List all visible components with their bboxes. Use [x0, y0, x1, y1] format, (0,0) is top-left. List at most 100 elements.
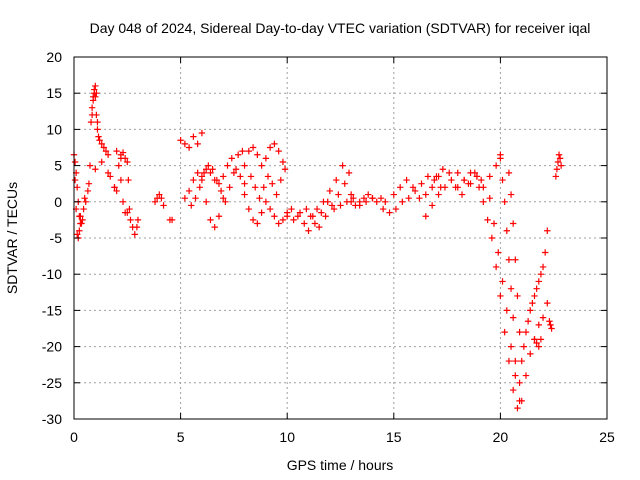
series-cluster-2h [111, 149, 132, 195]
series-band-16-19h [422, 169, 481, 220]
data-point [115, 162, 122, 169]
data-point [475, 184, 483, 191]
data-point [71, 158, 79, 166]
data-point [458, 191, 466, 198]
data-point [490, 220, 498, 227]
chart-title: Day 048 of 2024, Sidereal Day-to-day VTE… [90, 20, 591, 36]
data-point [277, 176, 285, 184]
data-point [390, 191, 397, 198]
data-point [288, 205, 295, 213]
series-mid-8-10h [247, 166, 289, 202]
data-point [220, 173, 227, 180]
data-point [537, 271, 545, 278]
data-point [507, 343, 515, 350]
data-point [230, 169, 238, 177]
data-point [303, 205, 310, 213]
data-point [507, 285, 515, 292]
data-point [555, 151, 563, 158]
data-point [418, 180, 425, 187]
data-point [92, 82, 99, 90]
data-point [290, 216, 297, 224]
data-point [249, 216, 257, 224]
data-point [492, 162, 500, 169]
data-point [356, 198, 363, 205]
data-point [294, 213, 302, 220]
data-point [514, 404, 521, 412]
series-descent-c [497, 155, 521, 412]
data-point [93, 111, 100, 119]
data-point [158, 194, 165, 202]
data-point [254, 151, 261, 158]
data-point [405, 194, 412, 202]
data-point [196, 184, 203, 191]
data-point [347, 191, 355, 198]
data-point [245, 147, 253, 155]
data-point [486, 194, 493, 202]
x-tick-label: 10 [279, 429, 295, 445]
data-point [181, 194, 189, 202]
data-point [396, 184, 404, 191]
data-point [311, 220, 319, 227]
data-point [478, 176, 485, 184]
data-point [512, 256, 519, 263]
data-point [239, 147, 246, 155]
data-point [350, 194, 357, 202]
data-point [247, 173, 255, 180]
data-point [113, 147, 120, 155]
data-point [360, 194, 368, 202]
data-point [495, 249, 502, 256]
data-point [134, 216, 142, 224]
data-point [533, 339, 540, 347]
data-point [273, 191, 280, 198]
data-point [499, 176, 506, 184]
y-tick-label: 5 [54, 158, 62, 174]
data-point [512, 357, 519, 365]
data-point [205, 162, 212, 169]
data-point [73, 184, 81, 191]
series-band-10-13h [284, 180, 355, 231]
data-point [369, 194, 376, 202]
data-point [535, 343, 542, 350]
series-track-a-early [70, 151, 86, 242]
data-point [100, 144, 108, 151]
data-point [185, 144, 193, 151]
data-point [524, 318, 532, 325]
x-axis-label: GPS time / hours [287, 457, 394, 473]
data-point [341, 180, 348, 187]
data-point [107, 173, 114, 180]
series-cluster-2h-drop [117, 176, 133, 216]
series-start-5h [177, 129, 206, 151]
y-tick-label: 15 [46, 85, 62, 101]
data-point [262, 155, 270, 162]
data-point [326, 187, 334, 195]
data-point [501, 198, 508, 205]
data-point [94, 126, 101, 133]
data-point [431, 176, 438, 184]
data-point [518, 357, 525, 365]
data-point [399, 198, 406, 205]
data-point [211, 223, 218, 231]
data-point [258, 209, 265, 216]
data-point [279, 158, 287, 166]
data-point [403, 176, 410, 184]
data-point [520, 343, 528, 350]
series-band-main-1 [181, 155, 248, 202]
data-point [480, 198, 487, 205]
data-point [84, 187, 92, 195]
data-point [322, 213, 329, 220]
data-point [86, 162, 94, 169]
data-point [305, 227, 312, 234]
data-point [241, 191, 248, 198]
data-point [281, 166, 289, 173]
data-point [81, 194, 88, 202]
grid [74, 57, 607, 419]
data-point [264, 173, 272, 180]
data-point [448, 176, 455, 184]
series-band-11-14h [305, 194, 376, 234]
data-point [252, 184, 259, 191]
data-point [209, 166, 216, 173]
data-point [269, 180, 276, 187]
y-tick-label: 10 [46, 121, 62, 137]
data-point [220, 194, 227, 202]
data-point [416, 194, 423, 202]
